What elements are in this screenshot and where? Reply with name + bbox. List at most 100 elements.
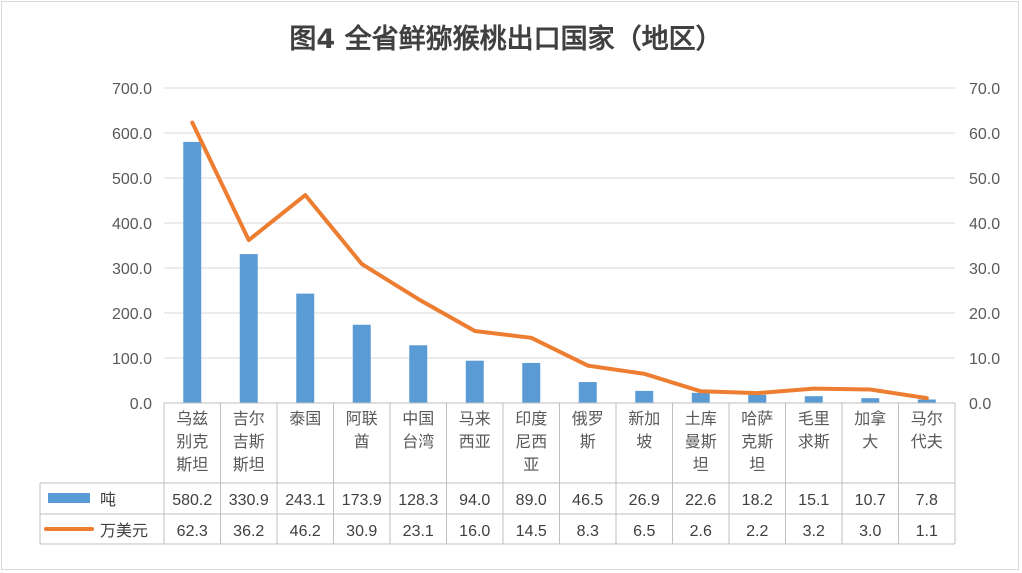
table-value-tons: 26.9 xyxy=(629,492,660,509)
category-label: 土库 xyxy=(685,409,717,428)
table-value-tons: 15.1 xyxy=(798,492,829,509)
table-value-tons: 243.1 xyxy=(285,492,325,509)
bar xyxy=(239,254,258,403)
bar xyxy=(409,345,428,403)
bar xyxy=(748,394,767,403)
bar xyxy=(804,396,823,403)
chart-title: 图4 全省鲜猕猴桃出口国家（地区） xyxy=(289,23,722,55)
axes: 700.0 70.0 600.0 60.0 500.0 50.0 400.0 40.0 300.… xyxy=(112,81,1000,413)
category-label: 酋 xyxy=(354,432,370,451)
table-value-usd: 36.2 xyxy=(233,523,264,540)
category-label: 俄罗 xyxy=(572,409,604,428)
legend-label: 吨 xyxy=(100,490,116,509)
table-value-usd: 23.1 xyxy=(403,523,434,540)
table-value-tons: 580.2 xyxy=(172,492,212,509)
y-left-tick-label: 400.0 xyxy=(112,216,152,233)
category-label: 曼斯 xyxy=(685,432,717,451)
table-value-usd: 2.2 xyxy=(746,523,768,540)
gridlines xyxy=(164,87,955,359)
category-label: 马尔 xyxy=(911,409,943,428)
category-label: 阿联 xyxy=(346,409,378,428)
y-right-tick-label: 50.0 xyxy=(969,171,1000,188)
line-path xyxy=(190,120,929,401)
y-left-tick-label: 600.0 xyxy=(112,126,152,143)
bar xyxy=(522,362,541,403)
y-left-tick-label: 200.0 xyxy=(112,306,152,323)
table-value-usd: 14.5 xyxy=(516,523,547,540)
table-value-tons: 89.0 xyxy=(516,492,547,509)
category-label: 克斯 xyxy=(741,432,773,451)
category-label: 斯 xyxy=(580,432,596,451)
bar xyxy=(635,390,654,403)
category-label: 求斯 xyxy=(798,432,830,451)
category-label: 代夫 xyxy=(911,432,943,451)
bar xyxy=(861,398,880,403)
category-label: 坦 xyxy=(693,455,709,474)
y-right-tick-label: 70.0 xyxy=(969,81,1000,98)
category-label: 亚 xyxy=(523,455,539,474)
category-label: 尼西 xyxy=(515,432,547,451)
category-label: 新加 xyxy=(628,409,660,428)
bar xyxy=(296,293,315,403)
table-value-usd: 2.6 xyxy=(690,523,712,540)
table-value-usd: 16.0 xyxy=(459,523,490,540)
bar xyxy=(183,141,202,403)
table-value-tons: 18.2 xyxy=(742,492,773,509)
category-label: 大 xyxy=(862,432,878,451)
table-value-tons: 330.9 xyxy=(229,492,269,509)
table-value-tons: 173.9 xyxy=(342,492,382,509)
table-value-usd: 30.9 xyxy=(346,523,377,540)
legend-key-bar xyxy=(48,493,90,503)
y-right-tick-label: 20.0 xyxy=(969,306,1000,323)
table-value-usd: 6.5 xyxy=(633,523,655,540)
category-label: 中国 xyxy=(402,409,434,428)
bar xyxy=(691,392,710,403)
category-label: 斯坦 xyxy=(176,455,208,474)
y-left-tick-label: 0.0 xyxy=(130,396,152,413)
category-label: 吉斯 xyxy=(233,432,265,451)
category-label: 泰国 xyxy=(289,409,321,428)
y-right-tick-label: 0.0 xyxy=(969,396,991,413)
y-right-tick-label: 40.0 xyxy=(969,216,1000,233)
category-label: 坦 xyxy=(749,455,765,474)
table-value-tons: 94.0 xyxy=(459,492,490,509)
category-label: 马来 xyxy=(459,409,491,428)
category-label: 加拿 xyxy=(854,409,886,428)
category-label: 乌兹 xyxy=(176,409,208,428)
bar xyxy=(465,360,484,403)
y-right-tick-label: 30.0 xyxy=(969,261,1000,278)
y-right-tick-label: 60.0 xyxy=(969,126,1000,143)
category-label: 吉尔 xyxy=(233,409,265,428)
table-value-tons: 46.5 xyxy=(572,492,603,509)
y-right-tick-label: 10.0 xyxy=(969,351,1000,368)
table-value-usd: 3.2 xyxy=(803,523,825,540)
bar-series xyxy=(183,141,936,403)
line-series xyxy=(190,120,929,401)
table-value-usd: 46.2 xyxy=(290,523,321,540)
bar xyxy=(352,324,371,403)
table-value-tons: 22.6 xyxy=(685,492,716,509)
table-value-tons: 128.3 xyxy=(398,492,438,509)
table-value-usd: 3.0 xyxy=(859,523,881,540)
category-label: 毛里 xyxy=(798,409,830,428)
y-left-tick-label: 100.0 xyxy=(112,351,152,368)
category-label: 哈萨 xyxy=(741,409,773,428)
category-label: 别克 xyxy=(176,432,208,451)
y-left-tick-label: 700.0 xyxy=(112,81,152,98)
category-label: 印度 xyxy=(515,409,547,428)
table-value-usd: 62.3 xyxy=(177,523,208,540)
category-label: 西亚 xyxy=(459,432,491,451)
category-label: 斯坦 xyxy=(233,455,265,474)
bar xyxy=(578,382,597,403)
legend-label: 万美元 xyxy=(100,521,148,540)
table-value-usd: 1.1 xyxy=(916,523,938,540)
bar xyxy=(917,399,936,403)
table-value-usd: 8.3 xyxy=(577,523,599,540)
y-left-tick-label: 300.0 xyxy=(112,261,152,278)
category-label: 台湾 xyxy=(402,432,434,451)
table-value-tons: 7.8 xyxy=(916,492,938,509)
